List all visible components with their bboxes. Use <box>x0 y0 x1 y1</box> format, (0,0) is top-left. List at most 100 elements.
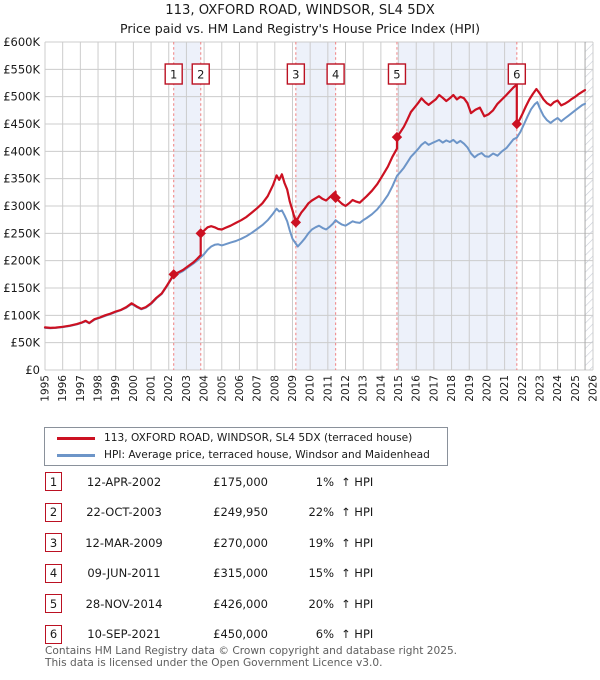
transaction-hpi-delta: 1% <box>315 474 334 489</box>
svg-text:£150K: £150K <box>3 281 40 295</box>
svg-text:6: 6 <box>513 68 520 82</box>
transaction-number-badge: 5 <box>45 594 62 614</box>
transaction-date: 12-APR-2002 <box>86 474 162 489</box>
transaction-price: £270,000 <box>213 535 268 550</box>
transaction-price: £315,000 <box>213 566 268 581</box>
transaction-price: £175,000 <box>213 474 268 489</box>
svg-text:£0: £0 <box>25 363 40 377</box>
svg-text:1996: 1996 <box>57 375 69 402</box>
legend-label-hpi: HPI: Average price, terraced house, Wind… <box>104 449 430 461</box>
svg-text:2000: 2000 <box>128 375 140 402</box>
up-arrow-hpi-label: ↑ HPI <box>341 627 374 642</box>
svg-text:2019: 2019 <box>464 375 476 402</box>
up-arrow-hpi-label: ↑ HPI <box>341 474 374 489</box>
svg-text:2017: 2017 <box>428 375 440 402</box>
svg-text:£600K: £600K <box>3 35 40 49</box>
transaction-date: 10-SEP-2021 <box>87 627 161 642</box>
svg-text:1998: 1998 <box>93 375 105 402</box>
svg-text:1: 1 <box>170 68 177 82</box>
svg-text:£450K: £450K <box>3 117 40 131</box>
x-axis-labels: 1995 1996 1997 1998 1999 2000 2001 2002 2003 2004… <box>40 375 600 402</box>
gridlines <box>44 41 594 371</box>
svg-text:2020: 2020 <box>481 375 493 402</box>
svg-text:2025: 2025 <box>570 375 582 402</box>
svg-text:2002: 2002 <box>163 375 175 402</box>
svg-text:£500K: £500K <box>3 90 40 104</box>
table-row: 3 12-MAR-2009 £270,000 19% ↑ HPI <box>42 533 462 553</box>
transaction-price: £450,000 <box>213 627 268 642</box>
svg-text:£50K: £50K <box>11 336 41 350</box>
svg-text:2011: 2011 <box>322 375 334 402</box>
svg-text:£200K: £200K <box>3 254 40 268</box>
transaction-price: £249,950 <box>213 505 268 520</box>
transaction-hpi-delta: 19% <box>308 535 334 550</box>
up-arrow-hpi-label: ↑ HPI <box>341 566 374 581</box>
up-arrow-hpi-label: ↑ HPI <box>341 535 374 550</box>
transaction-hpi-delta: 6% <box>315 627 334 642</box>
page-subtitle: Price paid vs. HM Land Registry's House … <box>119 21 481 36</box>
sale-markers <box>168 118 523 280</box>
price-line-swatch <box>57 436 95 440</box>
svg-text:2023: 2023 <box>534 375 546 402</box>
no-data-hatch <box>585 42 593 370</box>
svg-text:£550K: £550K <box>3 62 40 76</box>
table-row: 6 10-SEP-2021 £450,000 6% ↑ HPI <box>42 624 462 644</box>
transaction-number-badge: 4 <box>45 563 62 583</box>
svg-text:2015: 2015 <box>393 375 405 402</box>
svg-text:1995: 1995 <box>40 375 52 402</box>
transaction-price: £426,000 <box>213 596 268 611</box>
svg-text:1999: 1999 <box>110 375 122 402</box>
up-arrow-hpi-label: ↑ HPI <box>341 505 374 520</box>
svg-text:2001: 2001 <box>146 375 158 402</box>
transaction-hpi-delta: 15% <box>308 566 334 581</box>
transaction-number-badge: 2 <box>45 502 62 522</box>
svg-text:£100K: £100K <box>3 308 40 322</box>
legend-item-hpi: HPI: Average price, terraced house, Wind… <box>57 447 447 463</box>
footer-line-2: This data is licensed under the Open Gov… <box>45 656 383 669</box>
svg-text:2005: 2005 <box>216 375 228 402</box>
svg-text:£250K: £250K <box>3 226 40 240</box>
svg-text:2026: 2026 <box>588 375 600 402</box>
legend-label-price-paid: 113, OXFORD ROAD, WINDSOR, SL4 5DX (terr… <box>104 432 413 444</box>
svg-text:2014: 2014 <box>375 375 387 402</box>
page-title: 113, OXFORD ROAD, WINDSOR, SL4 5DX <box>165 3 435 18</box>
svg-text:2006: 2006 <box>234 375 246 402</box>
transaction-date: 22-OCT-2003 <box>86 505 162 520</box>
table-row: 5 28-NOV-2014 £426,000 20% ↑ HPI <box>42 594 462 614</box>
svg-text:4: 4 <box>332 68 339 82</box>
transaction-hpi-delta: 22% <box>308 505 334 520</box>
svg-text:2021: 2021 <box>499 375 511 402</box>
svg-text:£350K: £350K <box>3 172 40 186</box>
svg-text:3: 3 <box>292 68 299 82</box>
svg-text:2007: 2007 <box>252 375 264 402</box>
svg-text:5: 5 <box>393 68 400 82</box>
svg-text:2003: 2003 <box>181 375 193 402</box>
license-footer: Contains HM Land Registry data © Crown c… <box>45 645 458 669</box>
svg-text:2008: 2008 <box>269 375 281 402</box>
hpi-line-swatch <box>57 453 95 457</box>
svg-text:2010: 2010 <box>305 375 317 402</box>
transaction-number-badge: 6 <box>45 624 62 644</box>
transaction-date: 28-NOV-2014 <box>85 596 163 611</box>
transaction-date: 09-JUN-2011 <box>87 566 161 581</box>
price-chart: 1 2 3 4 5 6 £0 £50K £100K £150K £200K £250K £300K £35… <box>3 35 600 402</box>
table-row: 4 09-JUN-2011 £315,000 15% ↑ HPI <box>42 563 462 583</box>
svg-text:2013: 2013 <box>358 375 370 402</box>
svg-text:2024: 2024 <box>552 375 564 402</box>
svg-text:2: 2 <box>197 68 204 82</box>
chart-legend: 113, OXFORD ROAD, WINDSOR, SL4 5DX (terr… <box>44 427 448 466</box>
transaction-table: 1 12-APR-2002 £175,000 1% ↑ HPI 2 22-OCT-2003 £… <box>42 472 462 656</box>
table-row: 2 22-OCT-2003 £249,950 22% ↑ HPI <box>42 502 462 522</box>
transaction-date: 12-MAR-2009 <box>85 535 163 550</box>
svg-text:2022: 2022 <box>517 375 529 402</box>
up-arrow-hpi-label: ↑ HPI <box>341 596 374 611</box>
transaction-hpi-delta: 20% <box>308 596 334 611</box>
footer-line-1: Contains HM Land Registry data © Crown c… <box>45 645 458 657</box>
svg-text:2016: 2016 <box>411 375 423 402</box>
svg-text:£300K: £300K <box>3 199 40 213</box>
svg-text:£400K: £400K <box>3 144 40 158</box>
transaction-number-badge: 1 <box>45 472 62 491</box>
sale-number-boxes: 1 2 3 4 5 6 <box>164 63 527 85</box>
svg-text:2018: 2018 <box>446 375 458 402</box>
